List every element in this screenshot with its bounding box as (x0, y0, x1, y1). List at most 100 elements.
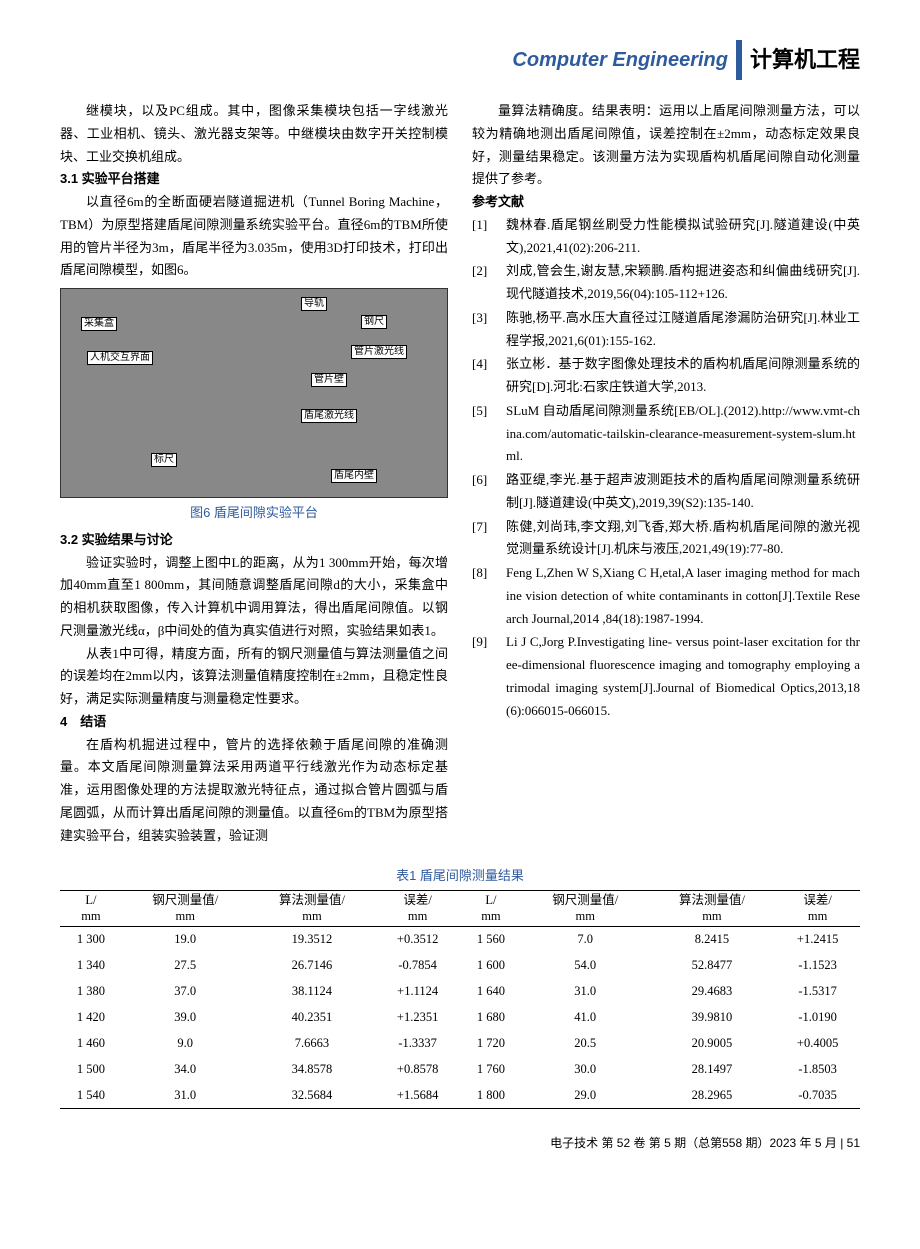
reference-item: [2]刘成,管会生,谢友慧,宋颖鹏.盾构掘进姿态和纠偏曲线研究[J].现代隧道技… (472, 260, 860, 306)
table-cell: 31.0 (122, 1083, 249, 1109)
table-cell: 29.0 (522, 1083, 649, 1109)
table-cell: 40.2351 (249, 1005, 376, 1031)
table-cell: 1 560 (460, 927, 522, 953)
table-header: 算法测量值/mm (249, 891, 376, 927)
table-cell: 1 760 (460, 1057, 522, 1083)
reference-item: [6]路亚缇,李光.基于超声波测距技术的盾构盾尾间隙测量系统研制[J].隧道建设… (472, 469, 860, 515)
table-cell: 7.0 (522, 927, 649, 953)
section-3-2: 3.2 实验结果与讨论 (60, 529, 448, 552)
ref-number: [7] (472, 516, 506, 562)
table-cell: 1 600 (460, 953, 522, 979)
ref-number: [3] (472, 307, 506, 353)
ref-text: 张立彬．基于数字图像处理技术的盾构机盾尾间隙测量系统的研究[D].河北:石家庄铁… (506, 353, 860, 399)
table-cell: -1.5317 (775, 979, 860, 1005)
page-header: Computer Engineering 计算机工程 (60, 40, 860, 80)
fig-label: 标尺 (151, 453, 177, 467)
ref-text: 魏林春.盾尾钢丝刷受力性能模拟试验研究[J].隧道建设(中英文),2021,41… (506, 214, 860, 260)
ref-text: Feng L,Zhen W S,Xiang C H,etal,A laser i… (506, 562, 860, 630)
table-header: L/mm (60, 891, 122, 927)
reference-item: [8]Feng L,Zhen W S,Xiang C H,etal,A lase… (472, 562, 860, 630)
table-cell: 28.1497 (649, 1057, 776, 1083)
table-cell: 1 300 (60, 927, 122, 953)
header-chinese: 计算机工程 (750, 41, 860, 80)
table-cell: 1 540 (60, 1083, 122, 1109)
reference-item: [5]SLuM 自动盾尾间隙测量系统[EB/OL].(2012).http://… (472, 400, 860, 468)
table-cell: 26.7146 (249, 953, 376, 979)
table-cell: 20.5 (522, 1031, 649, 1057)
reference-item: [3]陈驰,杨平.高水压大直径过江隧道盾尾渗漏防治研究[J].林业工程学报,20… (472, 307, 860, 353)
reference-item: [1]魏林春.盾尾钢丝刷受力性能模拟试验研究[J].隧道建设(中英文),2021… (472, 214, 860, 260)
fig-label: 人机交互界面 (87, 351, 153, 365)
table-cell: +0.4005 (775, 1031, 860, 1057)
table-cell: 28.2965 (649, 1083, 776, 1109)
table-cell: 29.4683 (649, 979, 776, 1005)
ref-text: 陈驰,杨平.高水压大直径过江隧道盾尾渗漏防治研究[J].林业工程学报,2021,… (506, 307, 860, 353)
fig-label: 管片壁 (311, 373, 347, 387)
header-english: Computer Engineering (512, 43, 728, 78)
table-cell: 20.9005 (649, 1031, 776, 1057)
reference-item: [9]Li J C,Jorg P.Investigating line- ver… (472, 631, 860, 722)
table-header: 钢尺测量值/mm (122, 891, 249, 927)
ref-text: SLuM 自动盾尾间隙测量系统[EB/OL].(2012).http://www… (506, 400, 860, 468)
table-row: 1 30019.019.3512+0.35121 5607.08.2415+1.… (60, 927, 860, 953)
references-heading: 参考文献 (472, 191, 860, 214)
table-row: 1 50034.034.8578+0.85781 76030.028.1497-… (60, 1057, 860, 1083)
table-row: 1 42039.040.2351+1.23511 68041.039.9810-… (60, 1005, 860, 1031)
table-row: 1 54031.032.5684+1.56841 80029.028.2965-… (60, 1083, 860, 1109)
fig-label: 钢尺 (361, 315, 387, 329)
para: 验证实验时，调整上图中L的距离，从为1 300mm开始，每次增加40mm直至1 … (60, 552, 448, 643)
table-cell: 19.3512 (249, 927, 376, 953)
table-cell: 1 500 (60, 1057, 122, 1083)
table-row: 1 34027.526.7146-0.78541 60054.052.8477-… (60, 953, 860, 979)
table-header: 钢尺测量值/mm (522, 891, 649, 927)
table-cell: 1 640 (460, 979, 522, 1005)
fig-label: 管片激光线 (351, 345, 407, 359)
references-list: [1]魏林春.盾尾钢丝刷受力性能模拟试验研究[J].隧道建设(中英文),2021… (472, 214, 860, 723)
ref-number: [1] (472, 214, 506, 260)
table-caption: 表1 盾尾间隙测量结果 (60, 865, 860, 888)
table-cell: 39.0 (122, 1005, 249, 1031)
header-divider (736, 40, 742, 80)
ref-number: [9] (472, 631, 506, 722)
table-cell: -1.3337 (375, 1031, 460, 1057)
table-cell: 1 680 (460, 1005, 522, 1031)
para: 以直径6m的全断面硬岩隧道掘进机（Tunnel Boring Machine，T… (60, 191, 448, 282)
section-4: 4 结语 (60, 711, 448, 734)
table-header: 误差/mm (375, 891, 460, 927)
right-column: 量算法精确度。结果表明：运用以上盾尾间隙测量方法，可以较为精确地测出盾尾间隙值，… (472, 100, 860, 847)
ref-text: 路亚缇,李光.基于超声波测距技术的盾构盾尾间隙测量系统研制[J].隧道建设(中英… (506, 469, 860, 515)
table-cell: -1.8503 (775, 1057, 860, 1083)
table-header: 误差/mm (775, 891, 860, 927)
table-cell: 30.0 (522, 1057, 649, 1083)
content-columns: 继模块，以及PC组成。其中，图像采集模块包括一字线激光器、工业相机、镜头、激光器… (60, 100, 860, 847)
left-column: 继模块，以及PC组成。其中，图像采集模块包括一字线激光器、工业相机、镜头、激光器… (60, 100, 448, 847)
table-header: L/mm (460, 891, 522, 927)
reference-item: [7]陈健,刘尚玮,李文翔,刘飞香,郑大桥.盾构机盾尾间隙的激光视觉测量系统设计… (472, 516, 860, 562)
ref-number: [5] (472, 400, 506, 468)
ref-number: [8] (472, 562, 506, 630)
table-cell: 1 720 (460, 1031, 522, 1057)
table-header: 算法测量值/mm (649, 891, 776, 927)
table-cell: 1 460 (60, 1031, 122, 1057)
table-cell: 27.5 (122, 953, 249, 979)
page-footer: 电子技术 第 52 卷 第 5 期（总第558 期）2023 年 5 月 | 5… (60, 1133, 860, 1154)
table-cell: +1.1124 (375, 979, 460, 1005)
ref-number: [6] (472, 469, 506, 515)
ref-text: 刘成,管会生,谢友慧,宋颖鹏.盾构掘进姿态和纠偏曲线研究[J].现代隧道技术,2… (506, 260, 860, 306)
table-cell: 39.9810 (649, 1005, 776, 1031)
table-cell: 8.2415 (649, 927, 776, 953)
table-1: 表1 盾尾间隙测量结果 L/mm钢尺测量值/mm算法测量值/mm误差/mmL/m… (60, 865, 860, 1109)
table-cell: 1 800 (460, 1083, 522, 1109)
fig-label: 盾尾内壁 (331, 469, 377, 483)
table-cell: 37.0 (122, 979, 249, 1005)
para: 从表1中可得，精度方面，所有的钢尺测量值与算法测量值之间的误差均在2mm以内，该… (60, 643, 448, 711)
figure-image: 采集盒 人机交互界面 导轨 钢尺 管片激光线 管片壁 盾尾激光线 标尺 盾尾内壁 (60, 288, 448, 498)
table-cell: -0.7854 (375, 953, 460, 979)
table-cell: 7.6663 (249, 1031, 376, 1057)
ref-number: [4] (472, 353, 506, 399)
table-cell: 19.0 (122, 927, 249, 953)
fig-label: 采集盒 (81, 317, 117, 331)
table-cell: +0.3512 (375, 927, 460, 953)
table-cell: 34.8578 (249, 1057, 376, 1083)
para: 在盾构机掘进过程中，管片的选择依赖于盾尾间隙的准确测量。本文盾尾间隙测量算法采用… (60, 734, 448, 848)
